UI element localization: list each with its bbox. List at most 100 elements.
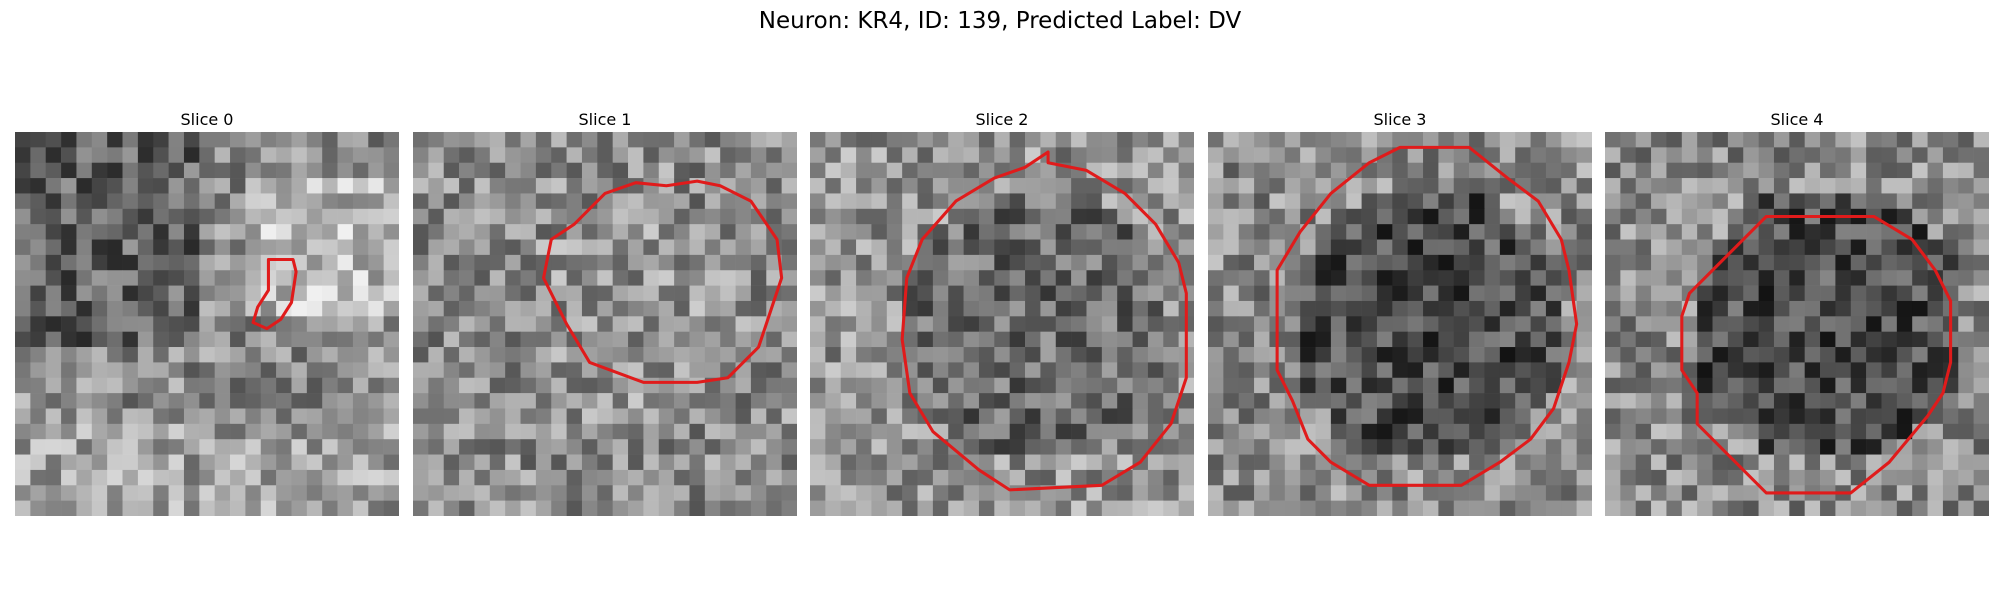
image-pixel: [735, 162, 752, 179]
image-pixel: [1163, 439, 1179, 455]
image-pixel: [61, 500, 77, 516]
image-pixel: [1009, 193, 1026, 210]
image-pixel: [1009, 454, 1026, 471]
image-pixel: [1453, 362, 1470, 379]
image-pixel: [1912, 300, 1928, 317]
image-pixel: [1055, 270, 1072, 286]
image-pixel: [674, 408, 690, 425]
image-pixel: [902, 423, 918, 440]
image-pixel: [1315, 469, 1332, 486]
image-pixel: [902, 147, 918, 164]
image-pixel: [1284, 162, 1301, 179]
image-pixel: [337, 147, 354, 164]
image-pixel: [1758, 423, 1775, 440]
image-pixel: [1620, 454, 1637, 471]
image-pixel: [1789, 469, 1805, 486]
image-pixel: [1101, 224, 1118, 240]
image-pixel: [1071, 132, 1087, 148]
image-pixel: [1009, 316, 1026, 332]
image-pixel: [917, 347, 934, 363]
image-pixel: [766, 423, 782, 440]
image-pixel: [1208, 331, 1224, 348]
image-pixel: [704, 239, 721, 256]
image-pixel: [183, 285, 200, 302]
image-pixel: [520, 224, 537, 240]
image-pixel: [443, 285, 460, 302]
image-pixel: [383, 208, 399, 225]
image-pixel: [153, 331, 169, 348]
image-pixel: [1040, 393, 1057, 409]
image-pixel: [276, 162, 292, 179]
image-pixel: [750, 316, 767, 332]
image-pixel: [1850, 500, 1867, 516]
image-pixel: [856, 439, 872, 455]
image-pixel: [1651, 500, 1667, 516]
image-pixel: [91, 485, 108, 501]
image-pixel: [368, 132, 384, 148]
image-pixel: [1163, 132, 1179, 148]
image-pixel: [1055, 423, 1072, 440]
image-pixel: [978, 132, 995, 148]
image-pixel: [566, 408, 583, 425]
image-pixel: [535, 500, 552, 516]
image-pixel: [1163, 347, 1179, 363]
image-pixel: [840, 469, 857, 486]
image-pixel: [856, 423, 872, 440]
image-pixel: [183, 208, 200, 225]
image-pixel: [1666, 208, 1683, 225]
image-pixel: [1040, 254, 1057, 271]
image-pixel: [489, 132, 506, 148]
image-pixel: [1238, 239, 1255, 256]
image-pixel: [230, 362, 246, 379]
image-pixel: [168, 224, 185, 240]
image-pixel: [1009, 469, 1026, 486]
image-pixel: [505, 500, 521, 516]
image-pixel: [1850, 132, 1867, 148]
image-pixel: [61, 254, 77, 271]
image-pixel: [1681, 347, 1698, 363]
image-pixel: [856, 178, 872, 194]
image-pixel: [1438, 500, 1455, 516]
image-pixel: [658, 285, 675, 302]
image-pixel: [1896, 485, 1913, 501]
image-pixel: [291, 224, 308, 240]
image-pixel: [1163, 362, 1179, 379]
image-pixel: [199, 377, 215, 394]
image-pixel: [1835, 393, 1852, 409]
image-pixel: [1804, 423, 1821, 440]
image-pixel: [260, 224, 277, 240]
image-pixel: [840, 408, 857, 425]
image-pixel: [674, 208, 690, 225]
image-pixel: [1423, 254, 1439, 271]
image-pixel: [1727, 393, 1744, 409]
image-pixel: [368, 485, 384, 501]
image-pixel: [597, 193, 613, 210]
image-pixel: [1515, 362, 1531, 379]
image-pixel: [91, 500, 108, 516]
image-pixel: [214, 377, 231, 394]
image-pixel: [1178, 178, 1194, 194]
image-pixel: [1208, 208, 1224, 225]
image-pixel: [628, 454, 644, 471]
image-pixel: [932, 362, 949, 379]
image-pixel: [1835, 377, 1852, 394]
image-pixel: [15, 331, 31, 348]
image-pixel: [383, 393, 399, 409]
image-pixel: [1392, 423, 1408, 440]
image-pixel: [917, 485, 934, 501]
image-pixel: [781, 300, 797, 317]
image-pixel: [91, 224, 108, 240]
image-pixel: [917, 285, 934, 302]
image-pixel: [1040, 224, 1057, 240]
image-pixel: [628, 193, 644, 210]
image-pixel: [1254, 270, 1270, 286]
image-pixel: [1254, 331, 1270, 348]
image-pixel: [61, 408, 77, 425]
image-pixel: [735, 454, 752, 471]
image-pixel: [1055, 485, 1072, 501]
image-pixel: [1881, 347, 1898, 363]
image-pixel: [1346, 439, 1362, 455]
image-pixel: [1835, 300, 1852, 317]
image-pixel: [1773, 270, 1790, 286]
image-pixel: [1712, 239, 1729, 256]
